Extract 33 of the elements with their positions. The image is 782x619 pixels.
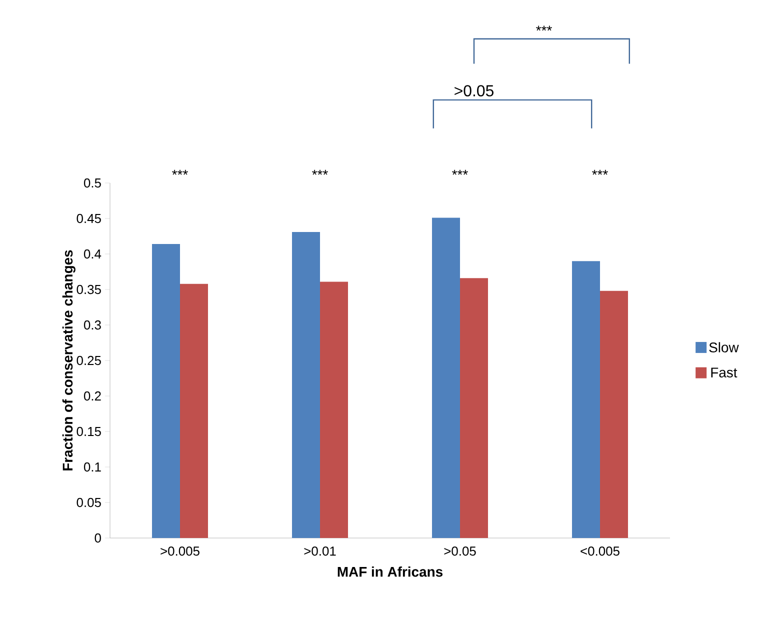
y-tick-label: 0.1 — [84, 462, 101, 472]
y-axis-title: Fraction of conservative changes — [62, 250, 76, 470]
y-tick-label: 0.15 — [76, 426, 101, 436]
text: *** — [592, 170, 608, 175]
bar — [180, 284, 208, 538]
legend-label: Slow — [709, 342, 739, 352]
bar — [432, 218, 460, 538]
x-tick-label: >0.05 — [444, 546, 476, 556]
x-tick-label: >0.005 — [160, 546, 200, 556]
x-tick-label: <0.005 — [580, 546, 620, 556]
legend-label: Fast — [711, 368, 738, 378]
y-tick-label: 0.5 — [84, 178, 101, 188]
bar — [572, 261, 600, 538]
x-tick-label: >0.01 — [304, 546, 336, 556]
bar — [152, 244, 180, 538]
y-tick-label: 0.4 — [84, 249, 102, 259]
text: >0.05 — [454, 85, 494, 96]
bar — [460, 278, 488, 538]
bar — [600, 290, 628, 538]
y-tick-label: 0.35 — [76, 284, 101, 294]
y-tick-label: 0.45 — [76, 214, 101, 224]
bar — [320, 282, 348, 538]
text: *** — [172, 170, 188, 175]
y-tick-label: 0.2 — [84, 391, 101, 401]
text: *** — [452, 170, 468, 175]
text: *** — [312, 170, 328, 175]
y-tick-label: 0 — [94, 533, 101, 543]
y-tick-label: 0.05 — [76, 498, 101, 508]
y-tick-label: 0.3 — [84, 320, 101, 330]
x-axis-title: MAF in Africans — [338, 566, 443, 577]
bar — [292, 232, 320, 538]
y-tick-label: 0.25 — [76, 356, 101, 366]
text: *** — [536, 26, 552, 31]
